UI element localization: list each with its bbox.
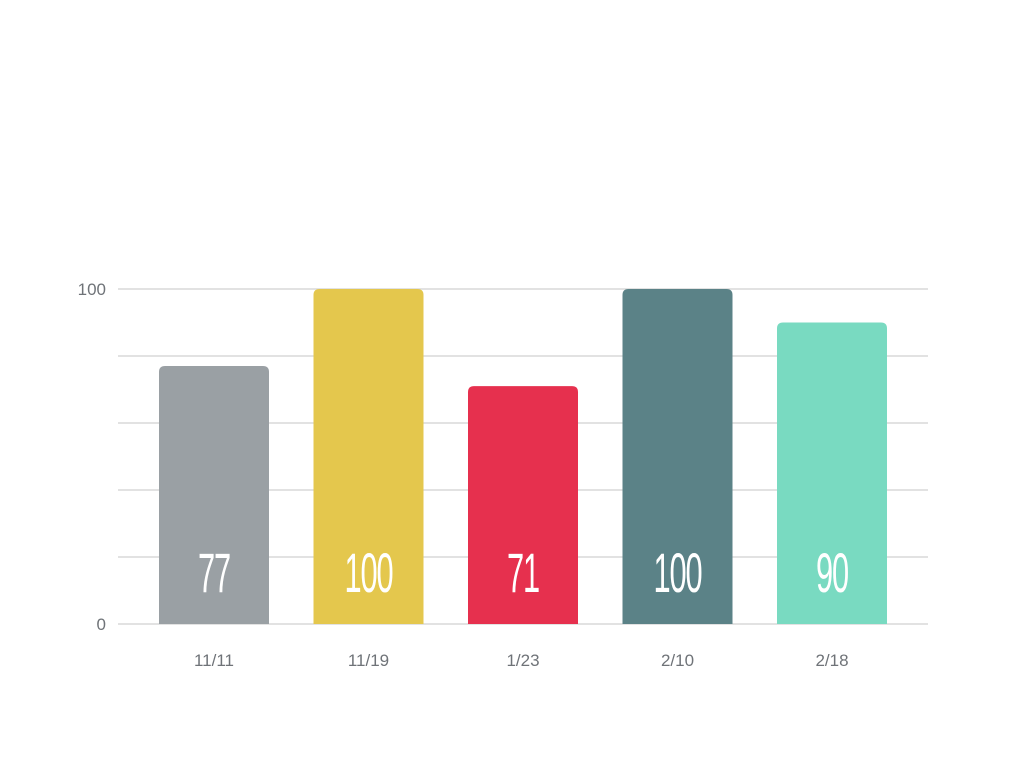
y-tick-label-100: 100 xyxy=(78,280,106,299)
bar-2/18 xyxy=(777,322,887,624)
bar-11/11 xyxy=(159,366,269,624)
bar-value-label-2/10: 100 xyxy=(653,541,701,604)
x-category-label-11/11: 11/11 xyxy=(194,651,234,670)
x-category-label-2/10: 2/10 xyxy=(661,651,694,670)
bar-value-label-11/19: 100 xyxy=(344,541,392,604)
bar-2/10 xyxy=(622,289,733,624)
bar-11/19 xyxy=(313,289,424,624)
bars: 77 100 71 100 90 xyxy=(159,289,887,624)
bar-value-label-2/18: 90 xyxy=(816,541,848,604)
x-category-label-1/23: 1/23 xyxy=(506,651,539,670)
axes: 0 100 11/11 11/19 1/23 2/10 2/18 xyxy=(78,280,849,670)
bar-1/23 xyxy=(468,386,578,624)
x-category-label-2/18: 2/18 xyxy=(815,651,848,670)
bar-value-label-11/11: 77 xyxy=(198,541,230,604)
bar-value-label-1/23: 71 xyxy=(507,541,539,604)
x-category-label-11/19: 11/19 xyxy=(348,651,389,670)
y-tick-label-0: 0 xyxy=(97,615,106,634)
